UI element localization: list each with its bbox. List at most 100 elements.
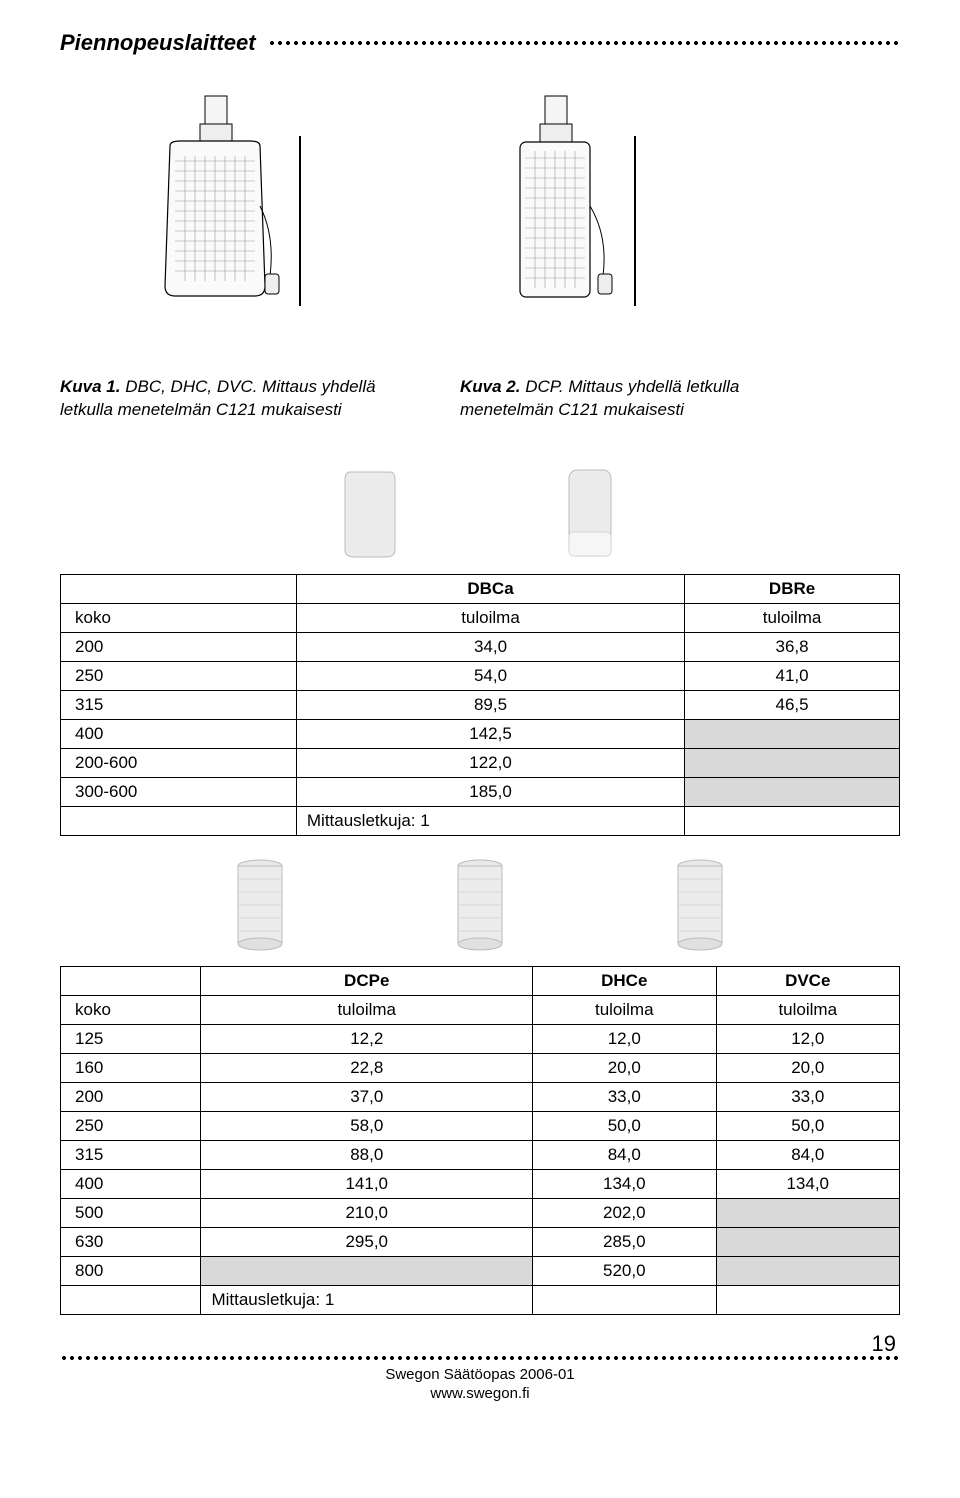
footer-text: Swegon Säätöopas 2006-01 www.swegon.fi — [60, 1365, 900, 1404]
table-row: 200-600122,0 — [61, 748, 900, 777]
table-cell: 33,0 — [716, 1082, 900, 1111]
table-2: DCPeDHCeDVCekokotuloilmatuloilmatuloilma… — [60, 966, 900, 1315]
table-cell: 12,0 — [533, 1024, 716, 1053]
table-subheader: tuloilma — [296, 603, 684, 632]
table-row: 300-600185,0 — [61, 777, 900, 806]
table-cell: 250 — [61, 1111, 201, 1140]
table-cell: 20,0 — [716, 1053, 900, 1082]
footer-line-2: www.swegon.fi — [60, 1384, 900, 1404]
header-row: Piennopeuslaitteet — [60, 30, 900, 56]
table-subheader: tuloilma — [716, 995, 900, 1024]
table-row: 500210,0202,0 — [61, 1198, 900, 1227]
table-cell: 50,0 — [716, 1111, 900, 1140]
table-cell: 122,0 — [296, 748, 684, 777]
table-row: 12512,212,012,0 — [61, 1024, 900, 1053]
table-cell — [685, 719, 900, 748]
table-cell — [685, 777, 900, 806]
table-cell: 58,0 — [201, 1111, 533, 1140]
table-cell — [685, 748, 900, 777]
table-row: 400141,0134,0134,0 — [61, 1169, 900, 1198]
device-illustration-1 — [120, 86, 320, 346]
table-row: 31588,084,084,0 — [61, 1140, 900, 1169]
table-row: 400142,5 — [61, 719, 900, 748]
table-row: 800520,0 — [61, 1256, 900, 1285]
table-1: DBCaDBRekokotuloilmatuloilma20034,036,82… — [60, 574, 900, 836]
table-cell: 41,0 — [685, 661, 900, 690]
table-cell: 37,0 — [201, 1082, 533, 1111]
thumb-dcpe — [225, 854, 295, 954]
table-cell: 46,5 — [685, 690, 900, 719]
figures-row — [60, 86, 900, 346]
table-cell: 125 — [61, 1024, 201, 1053]
captions-row: Kuva 1. DBC, DHC, DVC. Mittaus yhdellä l… — [60, 376, 900, 422]
table-header — [61, 574, 297, 603]
device-illustration-2 — [460, 86, 660, 346]
table-subheader: tuloilma — [201, 995, 533, 1024]
table-cell: 200 — [61, 1082, 201, 1111]
table-cell: 34,0 — [296, 632, 684, 661]
table-header: DBCa — [296, 574, 684, 603]
table-header: DVCe — [716, 966, 900, 995]
table-cell: 520,0 — [533, 1256, 716, 1285]
table-cell: 315 — [61, 1140, 201, 1169]
table-cell: 12,2 — [201, 1024, 533, 1053]
table-subheader: koko — [61, 603, 297, 632]
table-cell: 50,0 — [533, 1111, 716, 1140]
product-thumbs-row-2 — [60, 854, 900, 954]
table-cell: 12,0 — [716, 1024, 900, 1053]
table-cell: 210,0 — [201, 1198, 533, 1227]
table-cell: 630 — [61, 1227, 201, 1256]
table-cell: 84,0 — [533, 1140, 716, 1169]
figure-1 — [120, 86, 320, 346]
table-header: DCPe — [201, 966, 533, 995]
page-number: 19 — [60, 1331, 900, 1357]
table-footer-cell — [61, 806, 297, 835]
table-cell: 36,8 — [685, 632, 900, 661]
table-cell: 300-600 — [61, 777, 297, 806]
footer-line-1: Swegon Säätöopas 2006-01 — [60, 1365, 900, 1385]
footer-dotted-rule — [60, 1355, 900, 1361]
table-cell — [716, 1227, 900, 1256]
table-cell: 295,0 — [201, 1227, 533, 1256]
table-cell: 33,0 — [533, 1082, 716, 1111]
table-footer-cell — [716, 1285, 900, 1314]
table-footer-cell — [533, 1285, 716, 1314]
table-footer-cell: Mittausletkuja: 1 — [296, 806, 684, 835]
table-cell: 202,0 — [533, 1198, 716, 1227]
table-cell: 22,8 — [201, 1053, 533, 1082]
table-cell: 141,0 — [201, 1169, 533, 1198]
table-cell: 20,0 — [533, 1053, 716, 1082]
table-cell — [201, 1256, 533, 1285]
caption-1-bold: Kuva 1. — [60, 377, 120, 396]
table-row: 20034,036,8 — [61, 632, 900, 661]
table-cell: 250 — [61, 661, 297, 690]
table-cell: 200 — [61, 632, 297, 661]
caption-2: Kuva 2. DCP. Mittaus yhdellä letkulla me… — [460, 376, 800, 422]
table-cell: 160 — [61, 1053, 201, 1082]
table-row: 16022,820,020,0 — [61, 1053, 900, 1082]
table-row: 25054,041,0 — [61, 661, 900, 690]
table-header — [61, 966, 201, 995]
table-row: 20037,033,033,0 — [61, 1082, 900, 1111]
table-cell: 88,0 — [201, 1140, 533, 1169]
table-cell: 500 — [61, 1198, 201, 1227]
footer-rule — [60, 1355, 900, 1361]
table-footer-cell — [685, 806, 900, 835]
table-cell: 142,5 — [296, 719, 684, 748]
table-cell: 54,0 — [296, 661, 684, 690]
table-cell: 89,5 — [296, 690, 684, 719]
thumb-dvce — [665, 854, 735, 954]
table-subheader: tuloilma — [533, 995, 716, 1024]
table-cell: 134,0 — [716, 1169, 900, 1198]
table-subheader: koko — [61, 995, 201, 1024]
table-row: 630295,0285,0 — [61, 1227, 900, 1256]
table-row: 31589,546,5 — [61, 690, 900, 719]
table-cell: 185,0 — [296, 777, 684, 806]
table-cell: 84,0 — [716, 1140, 900, 1169]
figure-2 — [460, 86, 660, 346]
header-rule — [268, 40, 900, 46]
caption-2-bold: Kuva 2. — [460, 377, 520, 396]
thumb-dhce — [445, 854, 515, 954]
page-title: Piennopeuslaitteet — [60, 30, 256, 56]
caption-1: Kuva 1. DBC, DHC, DVC. Mittaus yhdellä l… — [60, 376, 400, 422]
